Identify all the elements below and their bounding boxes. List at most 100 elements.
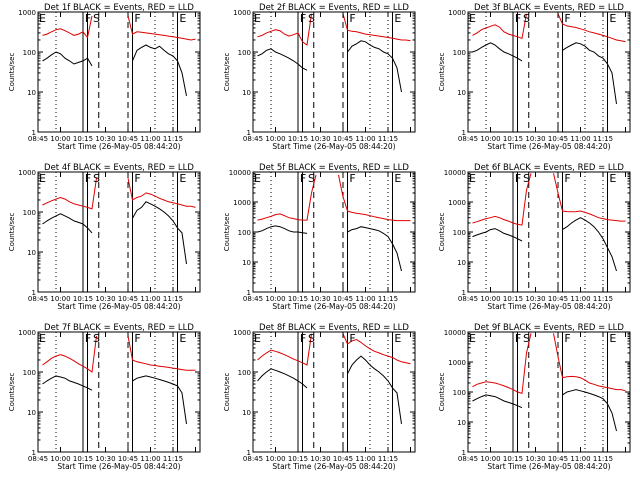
x-tick-label: 10:30 <box>310 455 330 463</box>
y-tick-label: 1 <box>462 289 466 297</box>
x-tick-label: 10:15 <box>503 135 523 143</box>
x-tick-label: 11:00 <box>355 455 375 463</box>
y-tick-label: 10 <box>27 249 36 257</box>
region-label: F <box>515 172 521 185</box>
y-tick-label: 100 <box>23 209 36 217</box>
y-tick-label: 10 <box>457 259 466 267</box>
x-tick-label: 11:00 <box>570 135 590 143</box>
lld-series-line <box>257 174 411 222</box>
y-tick-label: 1000 <box>448 199 466 207</box>
x-axis-label: Start Time (26-May-05 08:44:20) <box>57 142 180 151</box>
x-tick-label: 11:00 <box>355 135 375 143</box>
region-label: F <box>300 172 306 185</box>
y-tick-label: 1000 <box>448 359 466 367</box>
x-tick-label: 10:15 <box>288 295 308 303</box>
region-label: E <box>254 172 261 185</box>
y-tick-label: 1000 <box>233 199 251 207</box>
events-series-line <box>42 44 187 96</box>
region-label: F <box>134 172 140 185</box>
x-tick-label: 10:15 <box>503 295 523 303</box>
x-tick-label: 11:00 <box>140 295 160 303</box>
y-tick-label: 10000 <box>229 169 251 177</box>
x-tick-label: 10:45 <box>333 135 353 143</box>
region-label: S <box>308 172 315 185</box>
x-tick-label: 10:30 <box>525 455 545 463</box>
region-label: E <box>469 172 476 185</box>
x-tick-label: 08:45 <box>28 455 48 463</box>
y-tick-label: 1 <box>247 449 251 457</box>
x-tick-label: 10:45 <box>548 455 568 463</box>
panel-title: Det 7f BLACK = Events, RED = LLD <box>44 323 194 333</box>
y-tick-label: 1 <box>247 289 251 297</box>
y-tick-label: 100 <box>453 389 466 397</box>
region-label: F <box>300 332 306 345</box>
region-label: E <box>394 12 401 25</box>
region-label: S <box>523 332 530 345</box>
region-label: F <box>564 12 570 25</box>
x-tick-label: 10:15 <box>503 455 523 463</box>
x-tick-label: 11:00 <box>140 455 160 463</box>
x-tick-label: 10:00 <box>50 455 70 463</box>
y-tick-label: 1 <box>247 129 251 137</box>
x-axis-label: Start Time (26-May-05 08:44:20) <box>272 302 395 311</box>
y-axis-label: Counts/sec <box>8 213 16 252</box>
y-tick-label: 1000 <box>18 169 36 177</box>
plot-frame <box>467 11 631 133</box>
x-tick-label: 10:30 <box>95 295 115 303</box>
x-tick-label: 10:30 <box>525 135 545 143</box>
y-tick-label: 1000 <box>448 9 466 17</box>
x-tick-label: 11:00 <box>140 135 160 143</box>
x-tick-label: 10:45 <box>333 295 353 303</box>
x-tick-label: 10:00 <box>265 455 285 463</box>
region-label: E <box>609 332 616 345</box>
x-tick-label: 11:00 <box>570 455 590 463</box>
plot-frame <box>252 11 416 133</box>
x-tick-label: 10:00 <box>50 295 70 303</box>
x-tick-label: 11:15 <box>378 135 398 143</box>
x-tick-label: 08:45 <box>28 295 48 303</box>
panel-title: Det 3f BLACK = Events, RED = LLD <box>474 3 624 13</box>
x-tick-label: 10:45 <box>548 295 568 303</box>
y-tick-label: 10 <box>457 419 466 427</box>
y-tick-label: 10 <box>242 409 251 417</box>
y-tick-label: 1000 <box>233 9 251 17</box>
plot-frame <box>467 171 631 293</box>
x-tick-label: 11:15 <box>593 295 613 303</box>
lld-series-line <box>472 13 626 43</box>
y-tick-label: 100 <box>453 49 466 57</box>
region-label: E <box>254 12 261 25</box>
region-label: F <box>564 172 570 185</box>
x-tick-label: 10:45 <box>548 135 568 143</box>
events-series-line <box>257 355 402 425</box>
y-tick-label: 100 <box>238 229 251 237</box>
x-tick-label: 11:15 <box>378 295 398 303</box>
x-tick-label: 08:45 <box>458 295 478 303</box>
region-label: E <box>179 12 186 25</box>
y-axis-label: Counts/sec <box>8 53 16 92</box>
region-label: F <box>134 332 140 345</box>
y-tick-label: 1 <box>462 129 466 137</box>
x-tick-label: 08:45 <box>243 135 263 143</box>
y-axis-label: Counts/sec <box>438 373 446 412</box>
region-label: S <box>93 332 100 345</box>
panel-title: Det 4f BLACK = Events, RED = LLD <box>44 163 194 173</box>
region-label: E <box>254 332 261 345</box>
lld-series-line <box>472 173 626 226</box>
x-axis-label: Start Time (26-May-05 08:44:20) <box>57 302 180 311</box>
x-tick-label: 10:15 <box>73 135 93 143</box>
panel-title: Det 8f BLACK = Events, RED = LLD <box>259 323 409 333</box>
region-label: S <box>93 172 100 185</box>
x-axis-label: Start Time (26-May-05 08:44:20) <box>272 142 395 151</box>
x-tick-label: 10:30 <box>525 295 545 303</box>
panel-title: Det 1f BLACK = Events, RED = LLD <box>44 3 194 13</box>
plot-frame <box>467 331 631 453</box>
x-tick-label: 11:15 <box>593 455 613 463</box>
region-label: S <box>93 12 100 25</box>
y-tick-label: 10 <box>242 89 251 97</box>
x-tick-label: 10:30 <box>95 135 115 143</box>
x-tick-label: 10:00 <box>480 455 500 463</box>
x-axis-label: Start Time (26-May-05 08:44:20) <box>487 302 610 311</box>
panel-title: Det 5f BLACK = Events, RED = LLD <box>259 163 409 173</box>
